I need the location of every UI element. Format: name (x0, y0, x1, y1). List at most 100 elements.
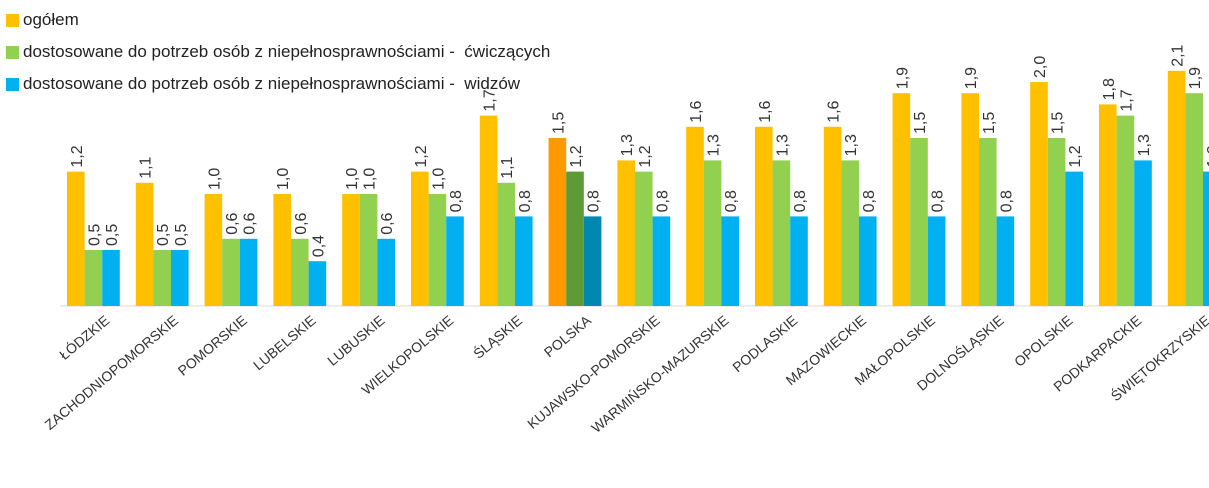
data-label-s1-c12: 1,5 (912, 112, 929, 134)
data-label-s2-c14: 1,2 (1067, 145, 1084, 167)
bar-s2-c5 (446, 216, 464, 306)
legend-swatch-widzow (6, 77, 19, 91)
bar-s0-c7 (548, 138, 567, 306)
bar-s1-c1 (153, 250, 171, 306)
data-label-s0-c8: 1,3 (619, 134, 636, 156)
data-label-s1-c3: 0,6 (293, 212, 310, 234)
data-label-s0-c4: 1,0 (344, 168, 361, 190)
legend-swatch-ogolem (6, 13, 19, 27)
bar-s2-c4 (377, 238, 395, 306)
bar-s1-c5 (428, 194, 447, 306)
bar-s1-c16 (1185, 93, 1203, 306)
data-label-s2-c15: 1,3 (1136, 134, 1153, 156)
data-label-s2-c6: 0,8 (517, 190, 534, 212)
data-label-s0-c6: 1,7 (482, 89, 499, 111)
data-label-s2-c16: 1,2 (1205, 145, 1209, 167)
x-tick-label-9: WARMIŃSKO-MAZURSKIE (588, 312, 731, 436)
bar-s2-c14 (1065, 171, 1083, 306)
data-label-s1-c8: 1,2 (637, 145, 654, 167)
data-label-s2-c5: 0,8 (448, 190, 465, 212)
data-label-s0-c5: 1,2 (413, 145, 430, 167)
bar-s2-c0 (102, 250, 120, 306)
bar-s0-c4 (342, 194, 360, 306)
data-label-s2-c2: 0,6 (242, 212, 259, 234)
x-tick-label-10: PODLASKIE (729, 312, 800, 375)
bar-s1-c7 (566, 171, 584, 306)
data-label-s0-c2: 1,0 (206, 168, 223, 190)
data-label-s1-c13: 1,5 (981, 112, 998, 134)
data-label-s0-c3: 1,0 (275, 168, 292, 190)
bar-s2-c3 (308, 261, 327, 306)
bar-s2-c12 (927, 216, 946, 306)
bar-s1-c9 (703, 160, 722, 306)
bar-s1-c12 (910, 138, 928, 306)
x-tick-label-14: OPOLSKIE (1011, 312, 1076, 370)
bar-s1-c4 (359, 194, 378, 306)
bar-s0-c0 (67, 171, 85, 306)
data-label-s1-c2: 0,6 (224, 212, 241, 234)
bar-s1-c14 (1047, 138, 1066, 306)
data-label-s1-c0: 0,5 (86, 224, 103, 246)
data-label-s0-c10: 1,6 (757, 100, 774, 122)
bar-s0-c6 (479, 115, 498, 306)
data-label-s2-c0: 0,5 (104, 224, 121, 246)
legend-label-cwiczacych: dostosowane do potrzeb osób z niepełnosp… (23, 42, 551, 61)
data-label-s2-c1: 0,5 (173, 224, 190, 246)
legend-item-widzow: dostosowane do potrzeb osób z niepełnosp… (6, 68, 550, 100)
data-label-s0-c14: 2,0 (1032, 56, 1049, 78)
bar-s0-c16 (1167, 70, 1186, 306)
x-tick-label-0: ŁÓDZKIE (56, 312, 112, 363)
data-label-s1-c6: 1,1 (499, 156, 516, 178)
bar-s1-c3 (291, 238, 309, 306)
bar-s2-c13 (996, 216, 1015, 306)
legend: ogółem dostosowane do potrzeb osób z nie… (6, 4, 550, 100)
data-label-s2-c13: 0,8 (998, 190, 1015, 212)
bar-s0-c10 (755, 126, 773, 306)
data-label-s0-c16: 2,1 (1170, 44, 1187, 66)
data-label-s1-c10: 1,3 (774, 134, 791, 156)
x-tick-label-3: LUBELSKIE (250, 312, 319, 373)
x-tick-label-2: POMORSKIE (175, 312, 250, 379)
bar-s1-c13 (979, 138, 997, 306)
data-label-s2-c8: 0,8 (654, 190, 671, 212)
data-label-s1-c1: 0,5 (155, 224, 172, 246)
bar-s2-c11 (859, 216, 877, 306)
data-label-s0-c11: 1,6 (826, 100, 843, 122)
bar-s2-c8 (652, 216, 671, 306)
data-label-s2-c4: 0,6 (379, 212, 396, 234)
data-label-s0-c15: 1,8 (1101, 78, 1118, 100)
data-label-s1-c4: 1,0 (362, 168, 379, 190)
bar-s2-c10 (790, 216, 808, 306)
bar-s2-c15 (1134, 160, 1152, 306)
legend-item-cwiczacych: dostosowane do potrzeb osób z niepełnosp… (6, 36, 550, 68)
data-label-s2-c10: 0,8 (792, 190, 809, 212)
legend-swatch-cwiczacych (6, 45, 19, 59)
legend-label-widzow: dostosowane do potrzeb osób z niepełnosp… (23, 74, 521, 93)
data-label-s0-c1: 1,1 (138, 156, 155, 178)
data-label-s2-c12: 0,8 (930, 190, 947, 212)
bar-s1-c2 (222, 238, 240, 306)
data-label-s0-c13: 1,9 (963, 67, 980, 89)
data-label-s0-c12: 1,9 (894, 67, 911, 89)
bar-s0-c8 (617, 160, 635, 306)
bar-s0-c2 (204, 194, 223, 306)
x-tick-label-8: KUJAWSKO-POMORSKIE (524, 312, 663, 432)
bar-s2-c6 (515, 216, 533, 306)
bar-s0-c5 (411, 171, 429, 306)
bar-s1-c6 (497, 182, 515, 306)
x-tick-label-1: ZACHODNIOPOMORSKIE (42, 312, 182, 433)
data-label-s0-c9: 1,6 (688, 100, 705, 122)
data-label-s1-c15: 1,7 (1118, 89, 1135, 111)
bar-s1-c15 (1116, 115, 1135, 306)
bar-s0-c15 (1099, 104, 1117, 307)
bar-s0-c11 (823, 126, 842, 306)
bar-s0-c13 (961, 93, 979, 306)
x-tick-label-4: LUBUSKIE (324, 312, 387, 369)
bar-s0-c1 (135, 182, 154, 306)
data-label-s1-c7: 1,2 (568, 145, 585, 167)
legend-item-ogolem: ogółem (6, 4, 550, 36)
data-label-s1-c14: 1,5 (1050, 112, 1067, 134)
data-label-s2-c9: 0,8 (723, 190, 740, 212)
bar-s2-c16 (1203, 171, 1209, 306)
